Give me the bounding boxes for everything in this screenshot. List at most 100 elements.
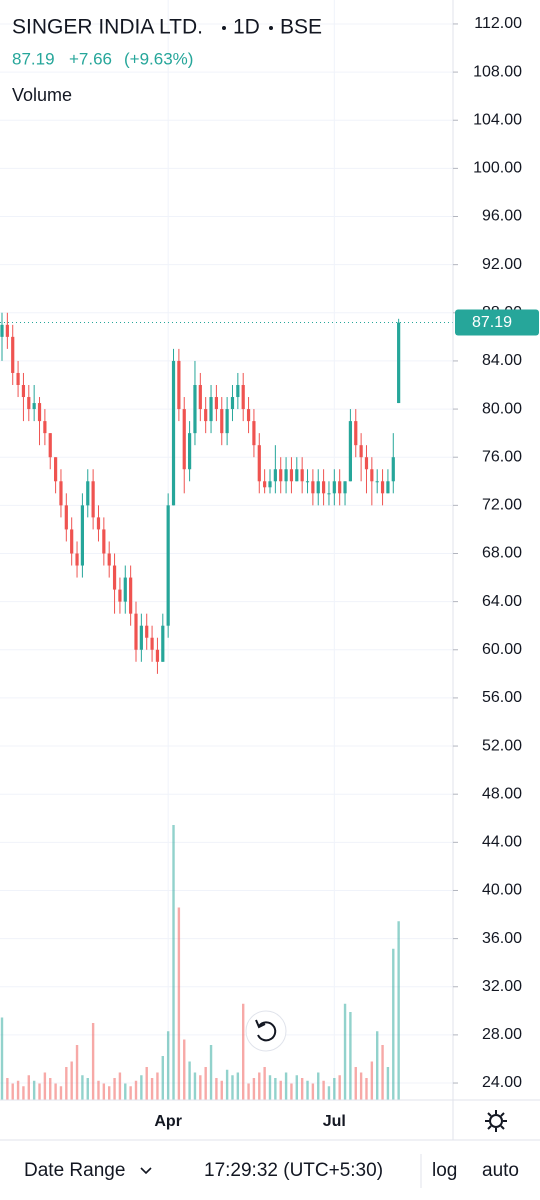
- volume-bar: [49, 1078, 52, 1100]
- date-range[interactable]: Date Range: [24, 1160, 125, 1181]
- candle-body: [364, 457, 369, 470]
- candle-body: [311, 481, 315, 494]
- candle-body: [5, 324, 9, 337]
- candle-body: [155, 649, 160, 662]
- volume-bar: [150, 1078, 154, 1100]
- volume-bar: [183, 1039, 186, 1100]
- volume-bar: [145, 1067, 148, 1100]
- x-tick-label: Jul: [323, 1113, 346, 1130]
- volume-bar: [129, 1086, 132, 1100]
- candle-body: [338, 481, 342, 494]
- volume-bar: [209, 1045, 213, 1100]
- volume-bar: [124, 1083, 127, 1100]
- price-change: +7.66: [69, 49, 112, 68]
- candle-body: [64, 505, 68, 530]
- y-tick-label: 108.00: [473, 63, 522, 80]
- volume-bar: [54, 1083, 57, 1100]
- volume-bar: [38, 1083, 41, 1100]
- candle-body: [102, 529, 106, 554]
- candle-body: [80, 505, 84, 566]
- clock: 17:29:32 (UTC+5:30): [204, 1160, 383, 1181]
- candle-body: [118, 589, 122, 602]
- log-toggle[interactable]: log: [432, 1160, 457, 1181]
- candle-body: [171, 360, 176, 506]
- volume-bar: [204, 1067, 207, 1100]
- candle-body: [107, 553, 111, 566]
- y-tick-label: 76.00: [482, 448, 522, 465]
- volume-bar: [306, 1080, 309, 1100]
- separator: [269, 26, 273, 30]
- candle-body: [48, 433, 52, 458]
- y-tick-label: 56.00: [482, 689, 522, 706]
- candle-body: [182, 409, 186, 470]
- volume-bar: [338, 1075, 341, 1100]
- last-price: 87.19: [12, 49, 55, 68]
- candle-body: [327, 493, 331, 495]
- volume-bar: [322, 1080, 325, 1100]
- candle-body: [316, 481, 320, 494]
- candle-body: [21, 385, 26, 398]
- candle-body: [75, 553, 79, 566]
- y-tick-label: 84.00: [482, 352, 522, 369]
- grid: [0, 0, 453, 1100]
- last-price-box: [455, 309, 539, 336]
- volume-bar: [236, 1072, 240, 1100]
- candle-body: [370, 469, 374, 482]
- volume-bar: [59, 1086, 63, 1100]
- volume-bar: [370, 1061, 374, 1100]
- volume-bar: [70, 1061, 73, 1100]
- reset-button[interactable]: [245, 1010, 287, 1052]
- candle-body: [252, 421, 256, 446]
- candle-body: [332, 481, 336, 494]
- volume-bar: [81, 1075, 84, 1100]
- y-tick-label: 28.00: [482, 1026, 522, 1043]
- candle-body: [300, 469, 304, 482]
- last-price-label: 87.19: [472, 314, 512, 331]
- candle-body: [214, 397, 218, 410]
- volume-bar: [118, 1072, 122, 1100]
- volume-bar: [397, 921, 400, 1100]
- candle-body: [198, 385, 202, 410]
- volume-bar: [91, 1023, 95, 1100]
- settings-button[interactable]: [485, 1110, 507, 1132]
- candle-body: [375, 481, 379, 483]
- candle-body: [134, 613, 138, 650]
- volume-bar: [317, 1072, 320, 1100]
- volume-bar: [343, 1003, 347, 1100]
- price-axis: 24.00 28.00 32.00 36.00 40.00 44.00 48.00 52.00…: [154, 15, 539, 1130]
- candle-body: [193, 385, 197, 434]
- volume-bar: [199, 1075, 202, 1100]
- volume-bar: [75, 1045, 79, 1100]
- volume-bar: [258, 1072, 261, 1100]
- candle-body: [27, 397, 31, 410]
- volume-bar: [290, 1083, 293, 1100]
- candle-layer: [0, 312, 453, 674]
- volume-bar: [242, 1003, 245, 1100]
- y-tick-label: 104.00: [473, 111, 522, 128]
- volume-bar: [16, 1080, 20, 1100]
- auto-toggle[interactable]: auto: [482, 1160, 519, 1181]
- volume-label: Volume: [12, 85, 72, 105]
- y-tick-label: 52.00: [482, 737, 522, 754]
- volume-bar: [102, 1083, 106, 1100]
- y-tick-label: 112.00: [474, 15, 522, 32]
- candle-body: [397, 322, 401, 404]
- y-tick-label: 92.00: [482, 256, 522, 273]
- candle-body: [11, 336, 15, 373]
- interval: 1D: [233, 16, 260, 39]
- volume-bar: [247, 1083, 250, 1100]
- candle-body: [380, 481, 385, 494]
- candle-body: [236, 385, 240, 398]
- volume-bar: [392, 948, 395, 1100]
- candle-body: [263, 481, 267, 488]
- y-tick-label: 64.00: [482, 593, 522, 610]
- candle-body: [246, 409, 251, 422]
- candle-body: [0, 324, 4, 337]
- candle-body: [96, 517, 101, 530]
- y-tick-label: 48.00: [482, 785, 522, 802]
- candle-body: [230, 397, 235, 410]
- volume-bar: [43, 1072, 47, 1100]
- candle-body: [354, 421, 358, 446]
- volume-bar: [311, 1083, 315, 1100]
- candle-body: [129, 577, 133, 614]
